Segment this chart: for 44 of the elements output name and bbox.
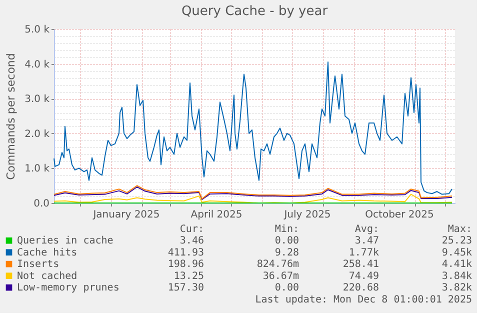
legend-label: Queries in cache — [17, 236, 114, 247]
text: 220.68 — [342, 282, 379, 294]
text: Cur: — [180, 224, 204, 235]
text: 25.23 — [442, 236, 472, 247]
y-tick-label: 3.0 k — [24, 94, 50, 106]
y-tick-label: 5.0 k — [24, 24, 50, 36]
text: 74.49 — [348, 270, 379, 282]
text: Max: — [448, 224, 472, 235]
line-series — [54, 62, 452, 195]
x-tick-label: October 2025 — [365, 210, 434, 220]
text: Avg: — [354, 224, 379, 235]
text: 0.00 — [274, 236, 299, 247]
text: 1.77k — [348, 247, 379, 258]
y-axis-title: Commands per second — [4, 53, 18, 180]
text: 9.28 — [274, 247, 299, 258]
text: 157.30 — [168, 282, 204, 294]
text: 411.93 — [168, 247, 204, 258]
text: 4.41k — [442, 259, 472, 270]
text: 36.67m — [262, 270, 299, 282]
x-tick-label: January 2025 — [92, 210, 160, 220]
text: 3.47 — [354, 236, 379, 247]
text: 3.82k — [442, 282, 472, 294]
text: 824.76m — [256, 259, 299, 270]
text: 258.41 — [342, 259, 379, 270]
text: 9.45k — [442, 247, 472, 258]
text: 3.46 — [180, 236, 204, 247]
text: 13.25 — [174, 270, 204, 282]
y-tick-label: 2.0 k — [24, 128, 50, 140]
legend-label: Inserts — [17, 259, 60, 270]
x-tick-label: April 2025 — [190, 210, 242, 220]
y-tick-label: 0.0 — [34, 198, 50, 210]
text: 3.84k — [442, 270, 472, 282]
legend-label: Not cached — [17, 270, 78, 282]
text: Last update: Mon Dec 8 01:00:01 2025 — [255, 294, 472, 306]
legend-label: Cache hits — [17, 247, 78, 258]
legend-label: Low-memory prunes — [17, 282, 120, 294]
text: Min: — [274, 224, 299, 235]
chart-title: Query Cache - by year — [181, 4, 328, 19]
line-series — [54, 194, 452, 204]
x-tick-label: July 2025 — [283, 210, 331, 220]
y-tick-label: 1.0 k — [24, 164, 50, 175]
y-tick-label: 4.0 k — [24, 59, 50, 70]
text: 0.00 — [274, 282, 299, 294]
text: 198.96 — [168, 259, 204, 270]
